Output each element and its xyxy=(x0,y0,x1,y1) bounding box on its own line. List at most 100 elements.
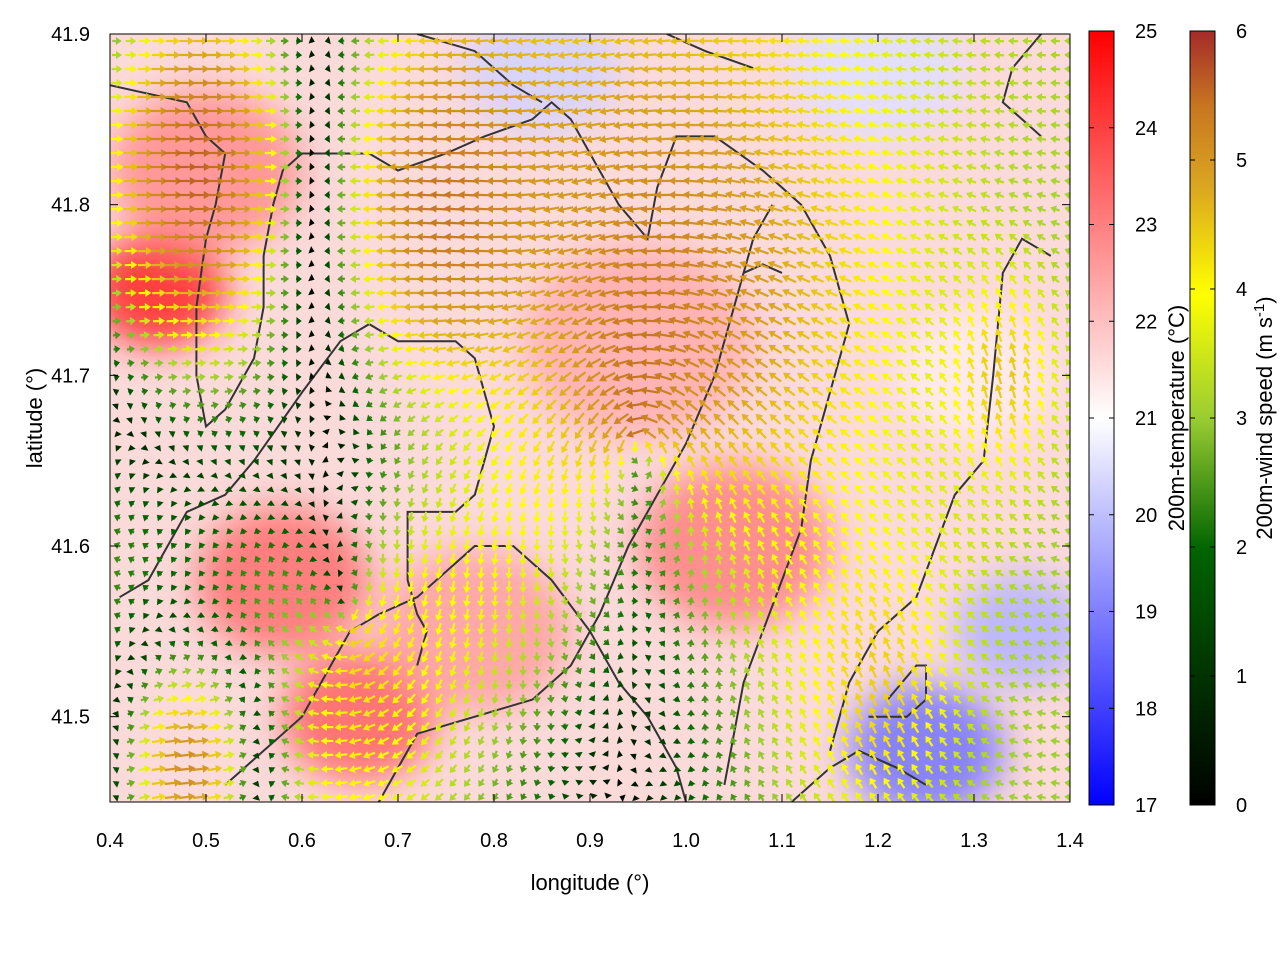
wind-arrow-head xyxy=(487,65,494,74)
wind-arrow-head xyxy=(585,135,593,144)
wind-arrow xyxy=(543,51,559,60)
wind-arrow-shaft xyxy=(774,39,782,43)
wind-arrow xyxy=(852,65,866,73)
wind-arrow-head xyxy=(350,79,357,87)
wind-arrow xyxy=(895,107,907,115)
wind-arrow-head xyxy=(571,65,579,74)
wind-arrow-head xyxy=(796,134,804,143)
wind-arrow xyxy=(376,79,390,87)
wind-arrow-head xyxy=(810,93,818,101)
wind-arrow xyxy=(459,37,475,46)
wind-arrow xyxy=(164,79,182,87)
wind-arrow xyxy=(543,79,559,88)
wind-arrow-shaft xyxy=(465,332,475,337)
wind-arrow-shaft xyxy=(703,165,714,169)
wind-arrow-shaft xyxy=(929,53,935,57)
wind-arrow-head xyxy=(768,65,775,73)
wind-arrow xyxy=(585,107,601,116)
wind-arrow xyxy=(123,121,139,129)
wind-arrow-shaft xyxy=(971,138,977,142)
wind-arrow-head xyxy=(641,79,649,88)
wind-arrow xyxy=(350,50,360,59)
wind-arrow-head xyxy=(641,65,649,74)
wind-arrow-head xyxy=(951,135,959,143)
wind-arrow-head xyxy=(131,135,139,143)
wind-arrow-shaft xyxy=(591,52,601,57)
wind-arrow-shaft xyxy=(914,180,921,184)
wind-arrow-head xyxy=(697,37,705,45)
wind-arrow xyxy=(265,93,277,101)
wind-arrow xyxy=(296,36,302,45)
wind-arrow xyxy=(500,107,518,116)
wind-arrow-shaft xyxy=(1027,124,1033,127)
wind-arrow xyxy=(207,51,223,59)
wind-arrow xyxy=(613,65,629,74)
wind-arrow-head xyxy=(324,36,331,45)
wind-arrow xyxy=(683,121,700,129)
wind-arrow-head xyxy=(768,51,775,59)
wind-arrow-shaft xyxy=(605,122,616,127)
wind-arrow-head xyxy=(725,120,733,129)
wind-arrow-head xyxy=(571,51,579,60)
wind-arrow-head xyxy=(529,121,537,130)
wind-arrow-shaft xyxy=(929,138,935,142)
wind-arrow-shaft xyxy=(563,122,574,127)
wind-arrow xyxy=(993,37,1005,45)
wind-arrow-shaft xyxy=(886,137,894,142)
wind-arrow xyxy=(337,50,345,59)
wind-arrow-shaft xyxy=(760,67,769,71)
wind-arrow-shaft xyxy=(619,38,629,43)
wind-arrow xyxy=(725,106,741,115)
wind-arrow-head xyxy=(337,50,344,59)
wind-arrow-shaft xyxy=(521,248,532,253)
wind-arrow-shaft xyxy=(844,109,852,114)
wind-arrow-head xyxy=(937,51,944,59)
wind-arrow-head xyxy=(216,65,224,73)
wind-arrow-head xyxy=(585,79,593,88)
wind-arrow-shaft xyxy=(929,152,935,156)
wind-arrow-head xyxy=(951,93,958,101)
wind-arrow-head xyxy=(350,93,357,101)
wind-arrow-shaft xyxy=(999,194,1005,198)
wind-arrow xyxy=(796,37,810,45)
wind-arrow-head xyxy=(612,135,621,144)
wind-arrow-head xyxy=(431,37,439,45)
wind-arrow-head xyxy=(324,120,330,129)
wind-arrow-shaft xyxy=(830,39,838,43)
wind-arrow-head xyxy=(852,121,860,129)
wind-arrow xyxy=(280,51,290,59)
wind-arrow xyxy=(881,135,894,143)
wind-arrow-shaft xyxy=(619,108,630,113)
wind-arrow-head xyxy=(613,51,621,60)
wind-arrow-head xyxy=(923,121,930,129)
wind-arrow-head xyxy=(627,37,635,46)
wind-arrow-shaft xyxy=(703,137,714,141)
wind-arrow-head xyxy=(543,79,551,88)
wind-arrow-shaft xyxy=(731,165,742,170)
wind-arrow-head xyxy=(324,64,331,73)
wind-arrow-head xyxy=(909,37,916,45)
wind-arrow-head xyxy=(230,51,237,59)
wind-arrow-head xyxy=(514,107,522,116)
wind-arrow-head xyxy=(838,79,846,87)
wind-arrow-shaft xyxy=(619,94,629,99)
wind-arrow-shaft xyxy=(465,319,476,323)
wind-arrow-head xyxy=(979,107,987,116)
wind-arrow-head xyxy=(1007,37,1014,45)
wind-arrow xyxy=(881,121,894,129)
wind-arrow xyxy=(350,64,360,73)
wind-arrow-head xyxy=(529,107,537,116)
wind-arrow-shaft xyxy=(872,165,880,170)
wind-arrow xyxy=(280,93,290,101)
wind-arrow xyxy=(529,51,545,60)
wind-arrow-head xyxy=(585,93,593,102)
wind-arrow xyxy=(473,51,489,60)
wind-arrow-shaft xyxy=(521,262,532,267)
temperature-patch xyxy=(522,243,754,440)
wind-arrow-head xyxy=(923,51,930,59)
wind-arrow xyxy=(641,79,657,88)
wind-arrow xyxy=(810,65,824,73)
wind-arrow-shaft xyxy=(647,137,658,141)
wind-arrow-shaft xyxy=(830,109,838,114)
wind-arrow xyxy=(138,65,152,73)
